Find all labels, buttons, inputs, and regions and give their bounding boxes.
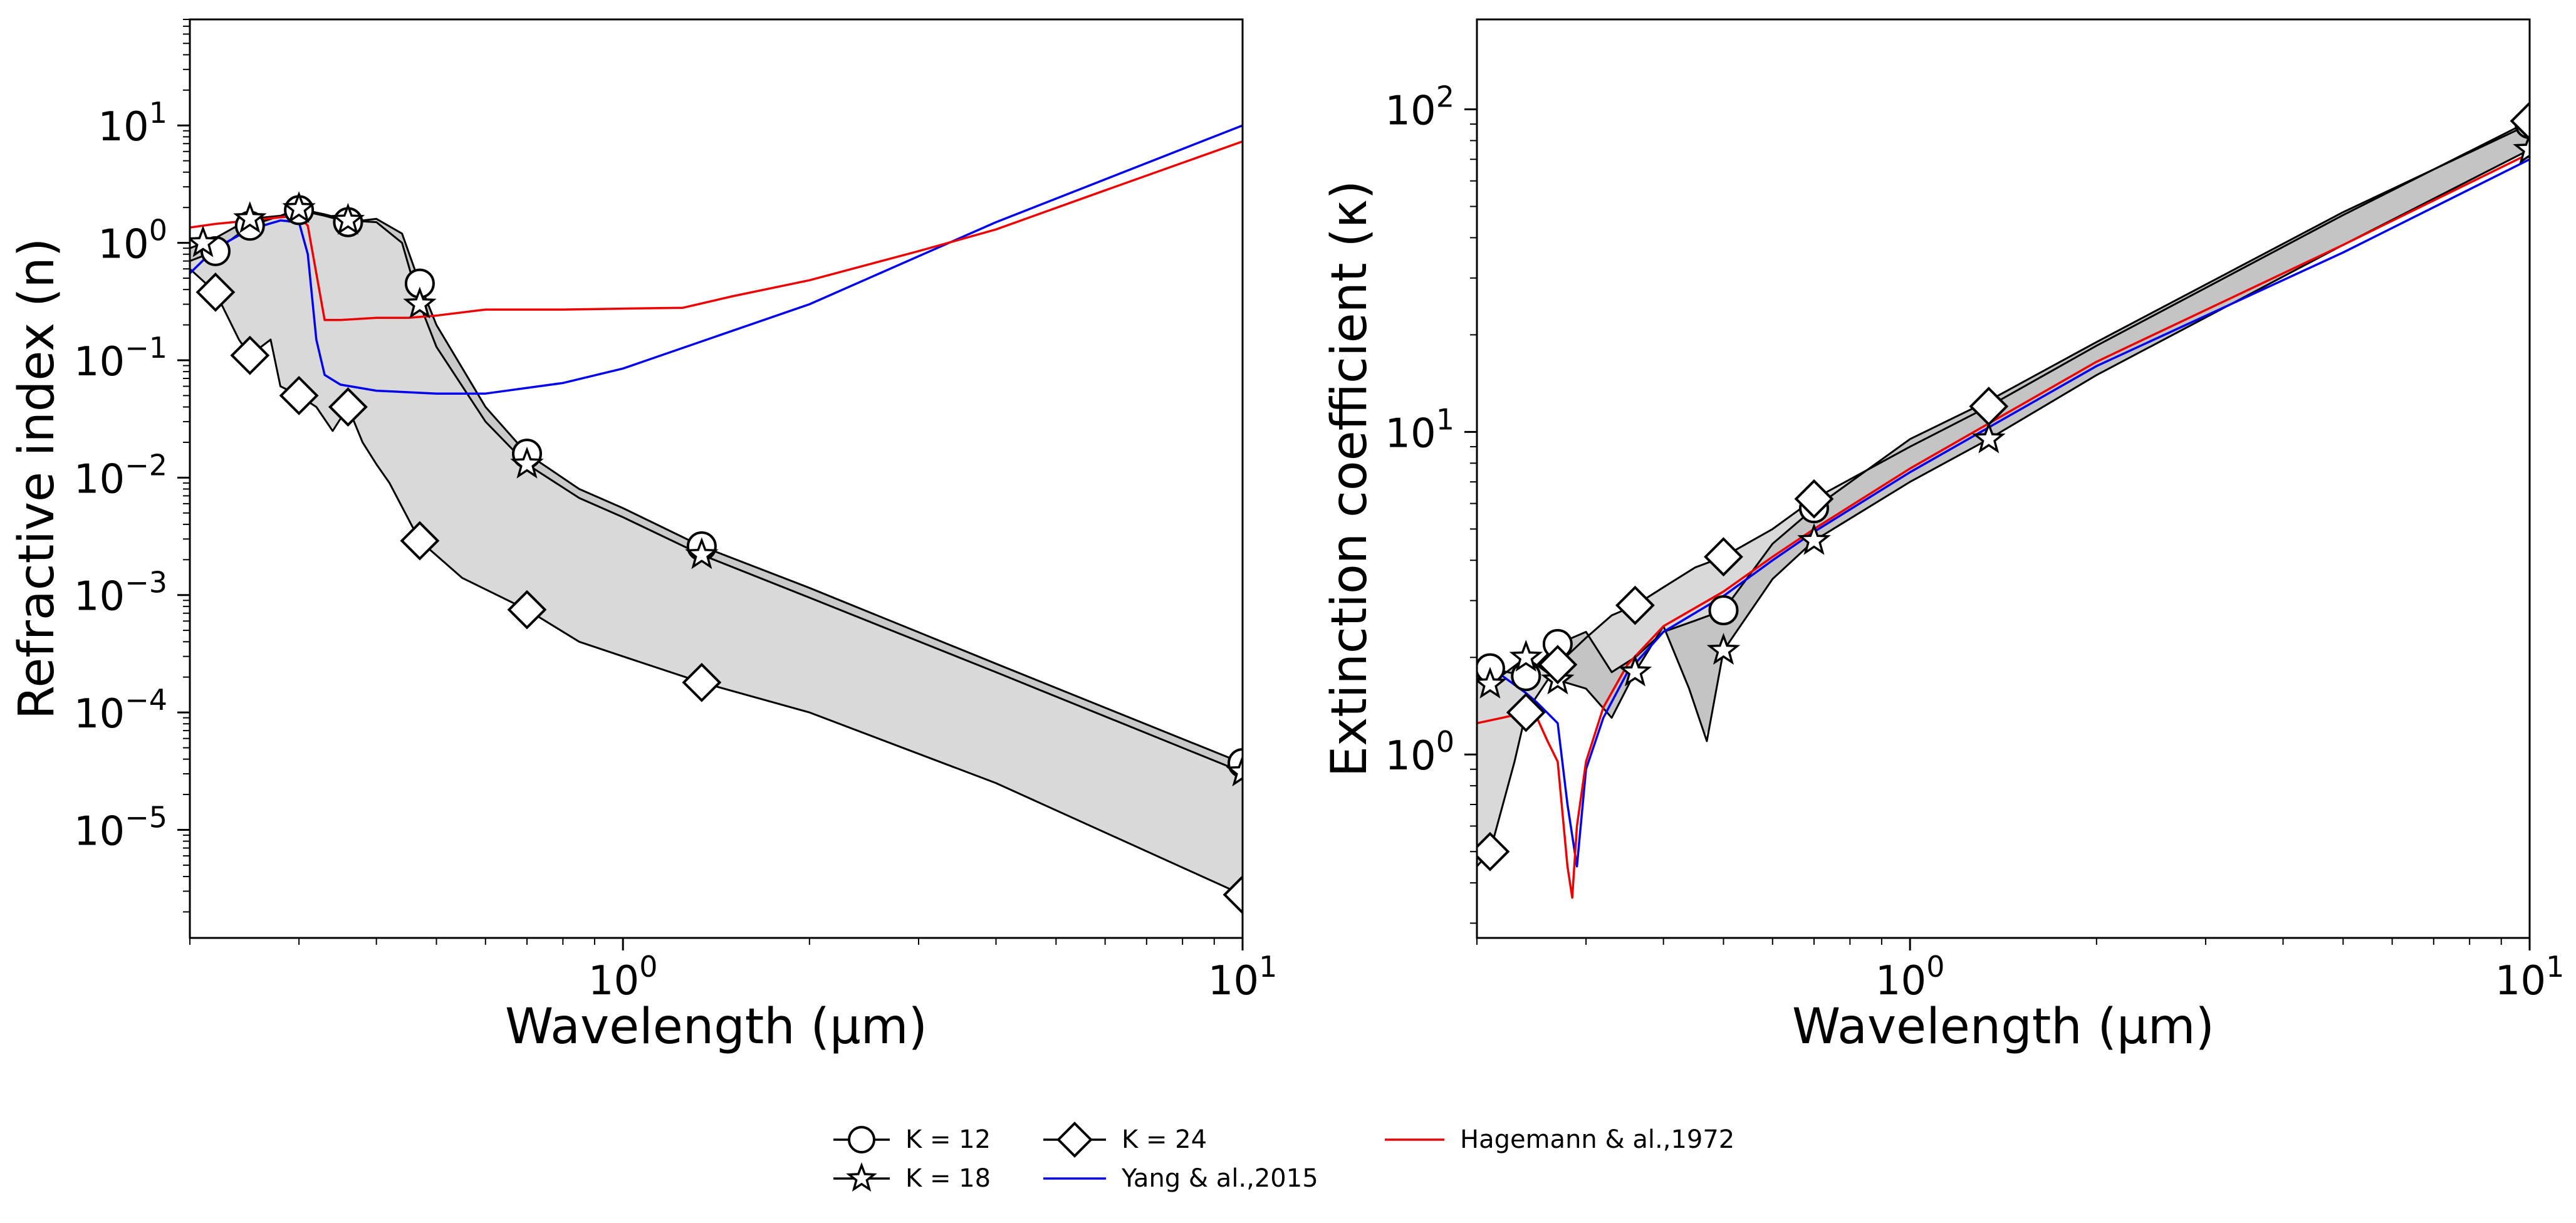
y-tick-label: 100 [1385, 725, 1454, 779]
y-tick-label: 102 [1385, 80, 1454, 135]
star-marker-1-3 [1618, 654, 1652, 687]
diamond-marker-2-0 [1477, 831, 1510, 872]
markers [1477, 101, 2530, 872]
diamond-marker-2-7 [2510, 101, 2530, 141]
star-marker-1-2 [282, 191, 316, 223]
legend-item-hagemann: Hagemann & al.,1972 [1385, 1125, 1734, 1154]
y-axis-label: Refractive index (n) [9, 238, 65, 720]
legend-label-k24: K = 24 [1122, 1125, 1207, 1154]
star-marker-1-3 [331, 202, 365, 235]
diamond-marker-2-7 [1223, 875, 1243, 915]
diamond-marker-2-3 [328, 387, 368, 427]
diamond-marker-2-5 [507, 590, 547, 630]
diamond-marker-2-4 [1704, 537, 1743, 577]
legend-item-k24: K = 24 [1043, 1122, 1207, 1158]
legend-label-hagemann: Hagemann & al.,1972 [1460, 1125, 1734, 1154]
star-marker-1-4 [1706, 633, 1741, 665]
star-marker-1-4 [403, 286, 437, 319]
diamond-marker-2-6 [682, 662, 722, 702]
y-tick-label: 10−2 [74, 448, 167, 502]
star-marker-1-7 [2513, 132, 2530, 164]
legend-item-k18: K = 18 [833, 1162, 991, 1193]
legend-diamond-marker [1056, 1122, 1093, 1158]
y-tick-label: 100 [98, 214, 167, 268]
axes-frame [1476, 18, 2531, 939]
extinction-coefficient-panel: 100 101 100 101 102 Wavelength (µm) Extinction… [1322, 18, 2565, 1055]
circle-marker-0-3 [1708, 595, 1739, 626]
circle-marker-0-1 [1511, 661, 1541, 692]
star-marker-1-6 [685, 537, 719, 570]
diamond-marker-2-2 [1538, 645, 1578, 685]
circle-marker-icon [833, 1126, 890, 1153]
star-marker-1-6 [1972, 421, 2006, 454]
diamond-marker-2-1 [1506, 692, 1546, 732]
y-tick-label: 101 [1385, 402, 1454, 457]
legend-item-yang: Yang & al.,2015 [1043, 1164, 1318, 1193]
legend-label-k18: K = 18 [905, 1164, 991, 1193]
legend-label-k12: K = 12 [905, 1125, 991, 1154]
star-marker-icon [833, 1162, 890, 1192]
y-tick-label: 10−5 [74, 800, 167, 855]
y-tick-label: 10−3 [74, 566, 167, 620]
diamond-marker-icon [1043, 1122, 1106, 1158]
x-tick-label: 100 [1875, 950, 1945, 1004]
legend: K = 12 K = 18 K = 24 Yang & al.,2015 Hag… [833, 1122, 1734, 1193]
refractive-index-panel: 100 101 10−5 10−4 10−3 10−2 10−1 100 101 Waveleng… [9, 18, 1278, 1055]
star-marker-1-5 [510, 446, 544, 479]
star-marker-1-7 [1226, 754, 1243, 787]
diamond-marker-2-6 [1969, 387, 2009, 427]
envelope-band [190, 209, 1243, 895]
star-marker-1-5 [1797, 523, 1831, 555]
diamond-marker-2-4 [400, 521, 440, 561]
diamond-marker-2-2 [279, 375, 319, 415]
legend-circle-marker [848, 1126, 875, 1153]
x-axis-label: Wavelength (µm) [505, 999, 927, 1055]
star-marker-1-0 [1477, 667, 1507, 699]
series-line-3 [190, 124, 1243, 395]
diamond-marker-2-0 [196, 272, 236, 312]
y-tick-label: 101 [98, 96, 167, 150]
legend-star-marker [846, 1162, 877, 1192]
y-tick-label: 10−4 [74, 683, 167, 737]
star-marker-1-1 [233, 201, 267, 234]
star-marker-1-1 [1509, 640, 1543, 672]
star-marker-1-0 [190, 225, 220, 258]
series-line-4 [1477, 152, 2530, 899]
x-tick-label: 100 [588, 950, 658, 1004]
x-axis-label: Wavelength (µm) [1792, 999, 2214, 1055]
axes-frame [189, 18, 1244, 939]
x-tick-label: 101 [2495, 950, 2565, 1004]
series-line-3 [1477, 158, 2530, 868]
y-axis-label: Extinction coefficient (κ) [1322, 180, 1378, 777]
y-tick-label: 10−1 [74, 331, 167, 385]
markers [190, 191, 1243, 915]
legend-label-yang: Yang & al.,2015 [1121, 1164, 1318, 1193]
diamond-marker-2-1 [230, 335, 270, 375]
x-tick-label: 101 [1208, 950, 1278, 1004]
legend-item-k12: K = 12 [833, 1125, 991, 1154]
diamond-marker-2-3 [1615, 585, 1655, 625]
diamond-marker-2-5 [1794, 479, 1834, 519]
